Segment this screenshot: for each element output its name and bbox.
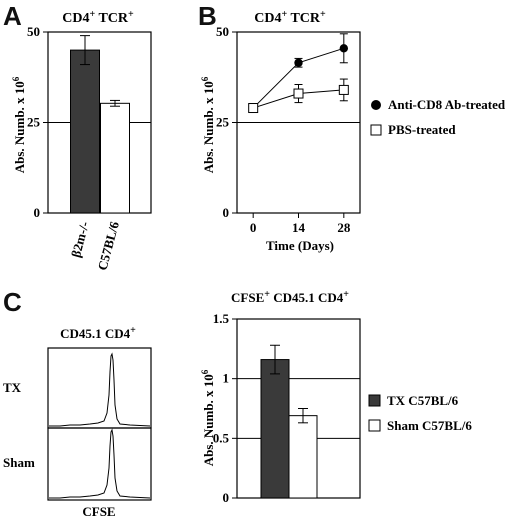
histogram-tx-trace — [49, 352, 151, 427]
chart-b-ytick-label: 0 — [223, 205, 230, 220]
chart-b-legend-label: PBS-treated — [388, 122, 456, 137]
chart-a-ytick-label: 50 — [27, 24, 40, 39]
histogram-sham-frame — [47, 427, 152, 501]
chart-c-legend-label: TX C57BL/6 — [387, 393, 459, 408]
chart-c-bars: CFSE+ CD45.1 CD4+ Abs. Numb. x 106 0 0.5 1… — [200, 289, 472, 505]
panel-label-c: C — [3, 287, 22, 317]
chart-b-ytick-label: 50 — [216, 24, 229, 39]
chart-c-hist-title: CD45.1 CD4+ — [60, 325, 136, 341]
chart-c-histograms: CD45.1 CD4+ TX Sham CFSE — [3, 325, 152, 519]
chart-a-bar — [100, 102, 130, 214]
chart-b-xtick-label: 14 — [292, 220, 306, 235]
chart-b-point — [339, 44, 349, 53]
chart-c-ytick-label: 1.5 — [213, 311, 230, 326]
chart-b: CD4+ TCR+ Abs. Numb. x 106 0 25 50 0 14 28 T… — [200, 9, 506, 253]
chart-b-point — [294, 58, 303, 67]
chart-b-legend-marker — [370, 124, 382, 136]
chart-c-legend-swatch — [368, 419, 381, 432]
histogram-xlabel: CFSE — [82, 504, 115, 519]
chart-b-point — [293, 88, 304, 99]
chart-c-bar — [260, 359, 290, 499]
chart-c-ytick-label: 0 — [223, 490, 230, 505]
chart-b-ylabel: Abs. Numb. x 106 — [200, 76, 216, 173]
chart-b-legend-label: Anti-CD8 Ab-treated — [388, 97, 506, 112]
chart-b-xtick-label: 0 — [250, 220, 257, 235]
chart-a: CD4+ TCR+ Abs. Numb. x 106 0 25 50 β2m-/- C… — [11, 9, 152, 272]
chart-b-xlabel: Time (Days) — [266, 238, 334, 253]
chart-c-ytick-label: 0.5 — [213, 430, 230, 445]
chart-c-title: CFSE+ CD45.1 CD4+ — [231, 289, 349, 305]
histogram-sham-trace — [49, 428, 151, 499]
chart-c-bar — [288, 415, 318, 499]
chart-a-title: CD4+ TCR+ — [62, 9, 134, 26]
chart-c-legend-swatch — [368, 394, 381, 407]
chart-b-point — [338, 84, 349, 95]
chart-b-ytick-label: 25 — [216, 115, 230, 130]
panel-label-b: B — [198, 1, 217, 31]
histogram-row-label-tx: TX — [3, 380, 22, 395]
chart-a-xtick-label: β2m-/- — [68, 220, 92, 259]
panel-label-a: A — [3, 1, 22, 31]
chart-b-point — [248, 103, 259, 114]
chart-b-xtick-label: 28 — [337, 220, 351, 235]
chart-a-bar — [70, 49, 100, 214]
chart-a-xtick-label: C57BL/6 — [95, 219, 123, 272]
histogram-tx-frame — [47, 347, 152, 429]
chart-c-ylabel: Abs. Numb. x 106 — [200, 369, 216, 466]
chart-a-ylabel: Abs. Numb. x 106 — [11, 76, 27, 173]
chart-c-legend-label: Sham C57BL/6 — [387, 418, 472, 433]
chart-b-title: CD4+ TCR+ — [254, 9, 326, 26]
chart-c-ytick-label: 1 — [223, 371, 230, 386]
chart-b-legend-marker — [371, 100, 381, 110]
histogram-row-label-sham: Sham — [3, 455, 35, 470]
chart-a-ytick-label: 25 — [27, 115, 41, 130]
chart-a-ytick-label: 0 — [34, 205, 41, 220]
